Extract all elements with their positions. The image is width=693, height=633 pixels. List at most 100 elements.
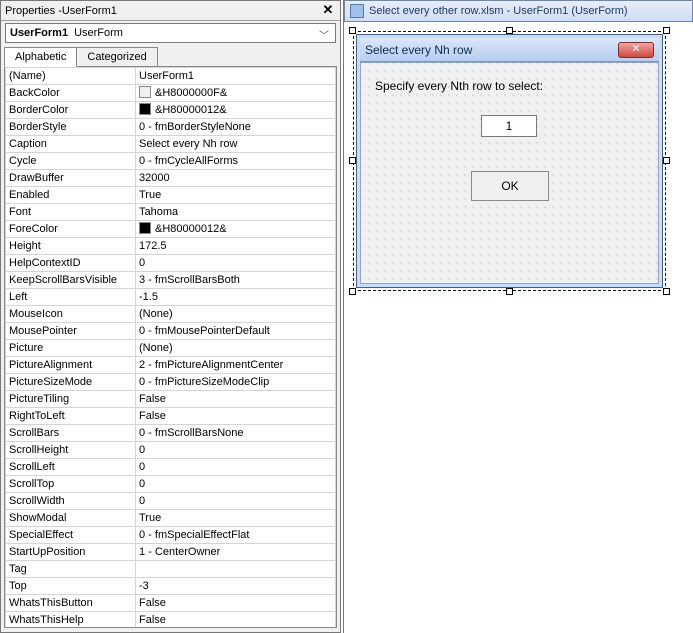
- ok-button[interactable]: OK: [471, 171, 549, 201]
- property-value[interactable]: 0 - fmCycleAllForms: [136, 153, 336, 170]
- userform-close-button[interactable]: ✕: [618, 42, 654, 58]
- property-value[interactable]: &H80000012&: [136, 102, 336, 119]
- property-value[interactable]: -3: [136, 578, 336, 595]
- property-value-text: 0: [139, 478, 145, 490]
- userform-body[interactable]: Specify every Nth row to select: 1 OK: [360, 62, 659, 284]
- property-name: Picture: [6, 340, 136, 357]
- property-row[interactable]: Top-3: [6, 578, 336, 595]
- property-value[interactable]: 1 - CenterOwner: [136, 544, 336, 561]
- property-row[interactable]: EnabledTrue: [6, 187, 336, 204]
- property-value[interactable]: &H8000000F&: [136, 85, 336, 102]
- property-value[interactable]: (None): [136, 340, 336, 357]
- property-value[interactable]: 0: [136, 493, 336, 510]
- properties-grid-scroll[interactable]: (Name)UserForm1BackColor&H8000000F&Borde…: [4, 66, 337, 628]
- property-value[interactable]: UserForm1: [136, 68, 336, 85]
- property-value[interactable]: False: [136, 408, 336, 425]
- property-value[interactable]: (None): [136, 306, 336, 323]
- property-row[interactable]: BackColor&H8000000F&: [6, 85, 336, 102]
- property-row[interactable]: PictureAlignment2 - fmPictureAlignmentCe…: [6, 357, 336, 374]
- property-name: PictureAlignment: [6, 357, 136, 374]
- property-row[interactable]: WhatsThisButtonFalse: [6, 595, 336, 612]
- property-row[interactable]: PictureSizeMode0 - fmPictureSizeModeClip: [6, 374, 336, 391]
- property-name: ScrollHeight: [6, 442, 136, 459]
- object-dropdown[interactable]: UserForm1 UserForm ﹀: [5, 23, 336, 43]
- resize-handle-bm[interactable]: [506, 288, 513, 295]
- resize-handle-ml[interactable]: [349, 157, 356, 164]
- property-value[interactable]: False: [136, 595, 336, 612]
- property-row[interactable]: CaptionSelect every Nh row: [6, 136, 336, 153]
- property-row[interactable]: ScrollHeight0: [6, 442, 336, 459]
- property-value[interactable]: 0 - fmBorderStyleNone: [136, 119, 336, 136]
- property-value[interactable]: Select every Nh row: [136, 136, 336, 153]
- property-row[interactable]: Tag: [6, 561, 336, 578]
- property-row[interactable]: Picture(None): [6, 340, 336, 357]
- property-row[interactable]: BorderColor&H80000012&: [6, 102, 336, 119]
- property-row[interactable]: ScrollWidth0: [6, 493, 336, 510]
- property-name: Tag: [6, 561, 136, 578]
- property-row[interactable]: DrawBuffer32000: [6, 170, 336, 187]
- property-row[interactable]: KeepScrollBarsVisible3 - fmScrollBarsBot…: [6, 272, 336, 289]
- property-value[interactable]: True: [136, 510, 336, 527]
- property-row[interactable]: WhatsThisHelpFalse: [6, 612, 336, 629]
- resize-handle-bl[interactable]: [349, 288, 356, 295]
- property-value[interactable]: 0: [136, 442, 336, 459]
- property-value[interactable]: 2 - fmPictureAlignmentCenter: [136, 357, 336, 374]
- property-row[interactable]: ScrollBars0 - fmScrollBarsNone: [6, 425, 336, 442]
- tab-categorized[interactable]: Categorized: [76, 47, 157, 66]
- property-value[interactable]: 172.5: [136, 238, 336, 255]
- property-row[interactable]: ForeColor&H80000012&: [6, 221, 336, 238]
- property-row[interactable]: BorderStyle0 - fmBorderStyleNone: [6, 119, 336, 136]
- property-value[interactable]: 0: [136, 459, 336, 476]
- resize-handle-mr[interactable]: [663, 157, 670, 164]
- property-value[interactable]: False: [136, 391, 336, 408]
- property-row[interactable]: ScrollTop0: [6, 476, 336, 493]
- property-value[interactable]: -1.5: [136, 289, 336, 306]
- designer-canvas[interactable]: Select every Nh row ✕ Specify every Nth …: [344, 22, 692, 631]
- property-row[interactable]: MousePointer0 - fmMousePointerDefault: [6, 323, 336, 340]
- property-row[interactable]: (Name)UserForm1: [6, 68, 336, 85]
- property-row[interactable]: ScrollLeft0: [6, 459, 336, 476]
- property-row[interactable]: SpecialEffect0 - fmSpecialEffectFlat: [6, 527, 336, 544]
- nth-row-input[interactable]: 1: [481, 115, 537, 137]
- properties-title-prefix: Properties -: [5, 5, 62, 17]
- property-value-text: &H80000012&: [155, 104, 227, 116]
- property-row[interactable]: ShowModalTrue: [6, 510, 336, 527]
- designer-titlebar[interactable]: Select every other row.xlsm - UserForm1 …: [344, 0, 693, 22]
- resize-handle-tl[interactable]: [349, 27, 356, 34]
- property-value[interactable]: 3 - fmScrollBarsBoth: [136, 272, 336, 289]
- resize-handle-br[interactable]: [663, 288, 670, 295]
- property-value[interactable]: True: [136, 187, 336, 204]
- property-value[interactable]: &H80000012&: [136, 221, 336, 238]
- property-value[interactable]: Tahoma: [136, 204, 336, 221]
- resize-handle-tm[interactable]: [506, 27, 513, 34]
- property-row[interactable]: RightToLeftFalse: [6, 408, 336, 425]
- property-value[interactable]: 0: [136, 255, 336, 272]
- userform[interactable]: Select every Nh row ✕ Specify every Nth …: [356, 34, 663, 288]
- property-row[interactable]: Height172.5: [6, 238, 336, 255]
- property-value[interactable]: 0 - fmPictureSizeModeClip: [136, 374, 336, 391]
- userform-titlebar[interactable]: Select every Nh row ✕: [360, 38, 659, 62]
- property-value[interactable]: False: [136, 612, 336, 629]
- resize-handle-tr[interactable]: [663, 27, 670, 34]
- property-row[interactable]: Left-1.5: [6, 289, 336, 306]
- property-row[interactable]: MouseIcon(None): [6, 306, 336, 323]
- property-value[interactable]: 0 - fmSpecialEffectFlat: [136, 527, 336, 544]
- property-row[interactable]: StartUpPosition1 - CenterOwner: [6, 544, 336, 561]
- property-value[interactable]: [136, 561, 336, 578]
- property-value[interactable]: 32000: [136, 170, 336, 187]
- property-name: BorderStyle: [6, 119, 136, 136]
- tab-alphabetic[interactable]: Alphabetic: [4, 47, 77, 67]
- property-row[interactable]: FontTahoma: [6, 204, 336, 221]
- property-value[interactable]: 0 - fmMousePointerDefault: [136, 323, 336, 340]
- property-name: PictureSizeMode: [6, 374, 136, 391]
- property-value-text: 0 - fmScrollBarsNone: [139, 427, 244, 439]
- property-row[interactable]: PictureTilingFalse: [6, 391, 336, 408]
- close-icon[interactable]: ✕: [320, 3, 336, 19]
- property-row[interactable]: HelpContextID0: [6, 255, 336, 272]
- property-row[interactable]: Cycle0 - fmCycleAllForms: [6, 153, 336, 170]
- color-swatch: [139, 222, 151, 234]
- property-value[interactable]: 0 - fmScrollBarsNone: [136, 425, 336, 442]
- property-name: StartUpPosition: [6, 544, 136, 561]
- property-value[interactable]: 0: [136, 476, 336, 493]
- properties-titlebar[interactable]: Properties - UserForm1 ✕: [1, 1, 340, 21]
